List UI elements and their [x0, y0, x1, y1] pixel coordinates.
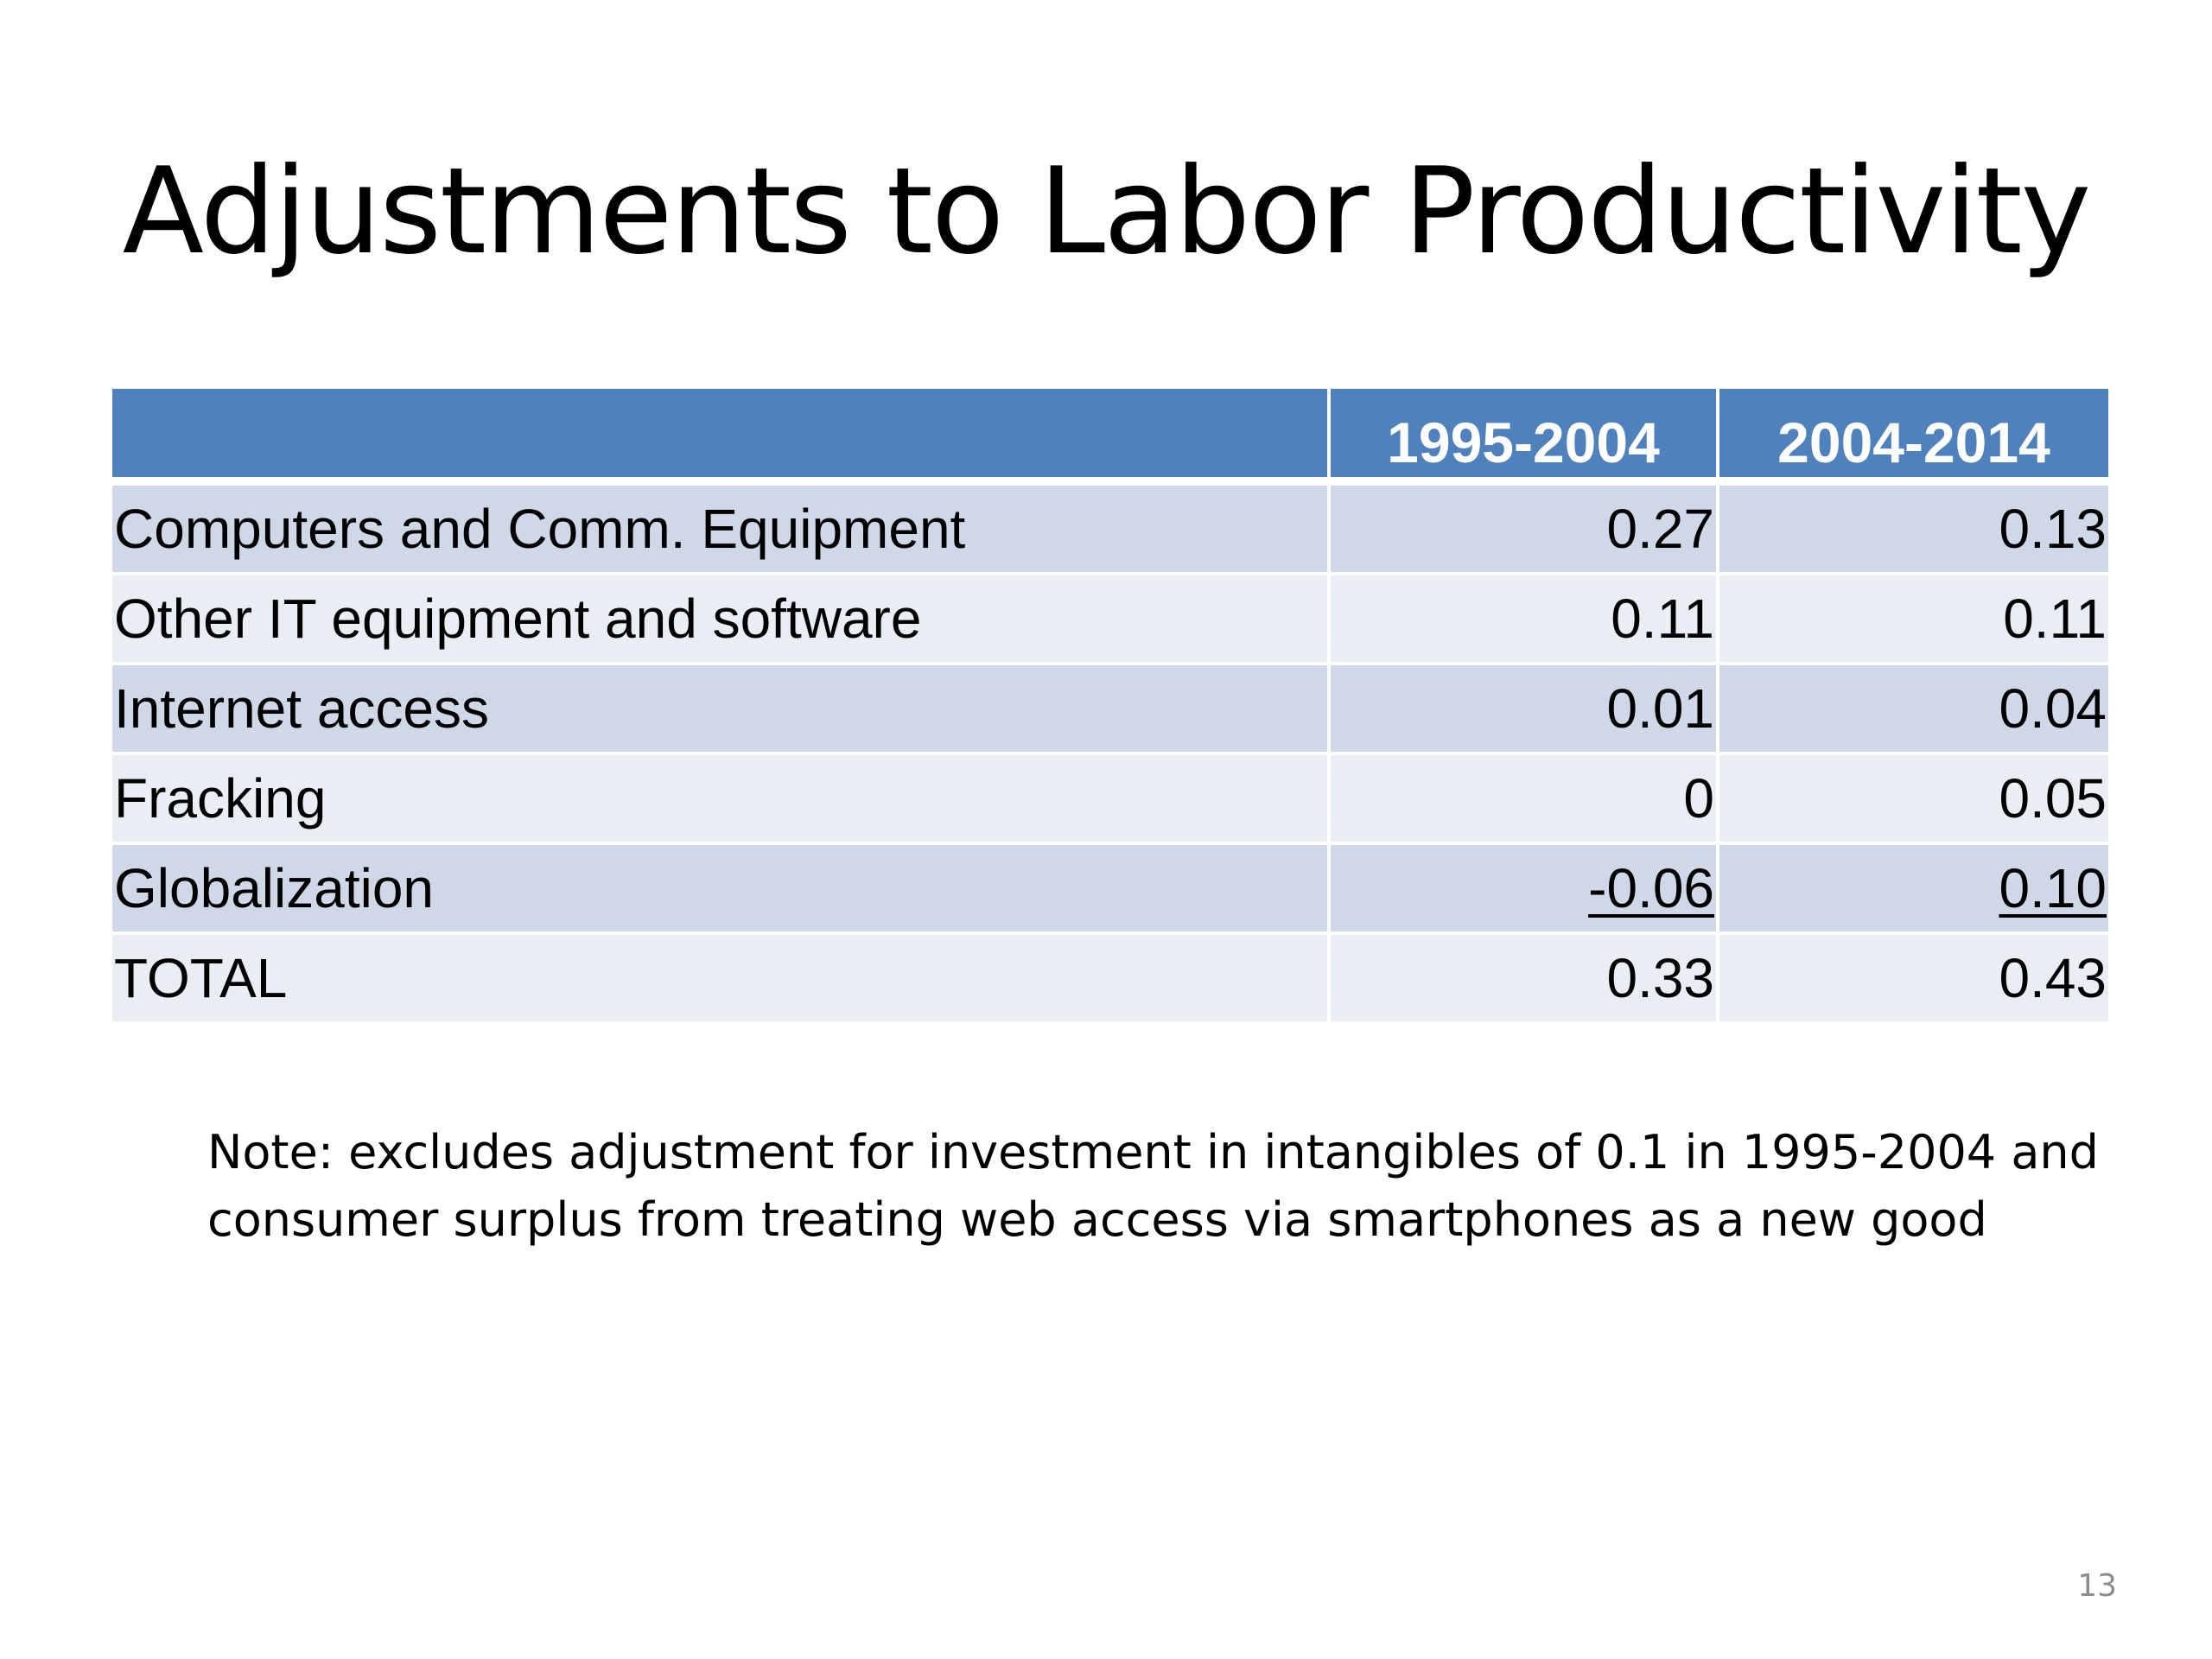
value-2004-2014: 0.43 — [1719, 935, 2108, 1025]
row-label: Internet access — [112, 665, 1331, 755]
value-1995-2004: -0.06 — [1331, 845, 1719, 935]
table-header-row: 1995-2004 2004-2014 — [112, 389, 2108, 486]
table-row: Computers and Comm. Equipment 0.27 0.13 — [112, 486, 2108, 575]
value-2004-2014: 0.11 — [1719, 575, 2108, 665]
page-number: 13 — [2077, 1568, 2117, 1604]
value-2004-2014: 0.10 — [1719, 845, 2108, 935]
row-label: TOTAL — [112, 935, 1331, 1025]
table-row: Other IT equipment and software 0.11 0.1… — [112, 575, 2108, 665]
table-row: Internet access 0.01 0.04 — [112, 665, 2108, 755]
value-1995-2004: 0.27 — [1331, 486, 1719, 575]
underlined-value: -0.06 — [1588, 857, 1714, 919]
footnote: Note: excludes adjustment for investment… — [207, 1125, 2099, 1247]
table-row: Globalization -0.06 0.10 — [112, 845, 2108, 935]
productivity-table: 1995-2004 2004-2014 Computers and Comm. … — [112, 389, 2108, 1025]
slide-title: Adjustments to Labor Productivity — [122, 142, 2092, 281]
header-cell-2004-2014: 2004-2014 — [1719, 389, 2108, 486]
value-1995-2004: 0.01 — [1331, 665, 1719, 755]
row-label: Computers and Comm. Equipment — [112, 486, 1331, 575]
value-1995-2004: 0 — [1331, 755, 1719, 845]
row-label: Fracking — [112, 755, 1331, 845]
value-1995-2004: 0.33 — [1331, 935, 1719, 1025]
value-2004-2014: 0.05 — [1719, 755, 2108, 845]
productivity-table-container: 1995-2004 2004-2014 Computers and Comm. … — [112, 389, 2108, 1025]
value-2004-2014: 0.13 — [1719, 486, 2108, 575]
header-cell-1995-2004: 1995-2004 — [1331, 389, 1719, 486]
table-row: TOTAL 0.33 0.43 — [112, 935, 2108, 1025]
header-cell-label — [112, 389, 1331, 486]
underlined-value: 0.10 — [1999, 857, 2107, 919]
value-2004-2014: 0.04 — [1719, 665, 2108, 755]
value-1995-2004: 0.11 — [1331, 575, 1719, 665]
table-row: Fracking 0 0.05 — [112, 755, 2108, 845]
row-label: Globalization — [112, 845, 1331, 935]
row-label: Other IT equipment and software — [112, 575, 1331, 665]
